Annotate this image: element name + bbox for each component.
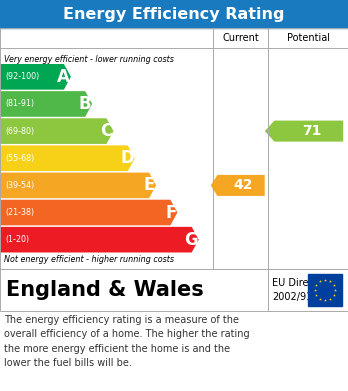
Bar — [0, 0, 348, 28]
Text: England & Wales: England & Wales — [6, 280, 204, 300]
Text: (69-80): (69-80) — [5, 127, 34, 136]
Text: Current: Current — [222, 33, 259, 43]
Text: (1-20): (1-20) — [5, 235, 29, 244]
Text: (81-91): (81-91) — [5, 99, 34, 108]
Text: (39-54): (39-54) — [5, 181, 34, 190]
Polygon shape — [0, 227, 199, 253]
Text: B: B — [79, 95, 91, 113]
Bar — [0, 269, 348, 311]
Polygon shape — [0, 145, 135, 171]
Text: D: D — [120, 149, 134, 167]
Text: F: F — [165, 204, 176, 222]
Bar — [308, 274, 342, 306]
Text: 42: 42 — [234, 178, 253, 192]
Polygon shape — [0, 200, 177, 225]
Text: Energy Efficiency Rating: Energy Efficiency Rating — [63, 7, 285, 22]
Polygon shape — [0, 172, 156, 198]
Text: The energy efficiency rating is a measure of the
overall efficiency of a home. T: The energy efficiency rating is a measur… — [4, 315, 250, 368]
Text: 71: 71 — [302, 124, 322, 138]
Text: 2002/91/EC: 2002/91/EC — [272, 292, 329, 302]
Text: G: G — [184, 231, 198, 249]
Polygon shape — [0, 118, 113, 144]
Polygon shape — [0, 91, 92, 117]
Text: Very energy efficient - lower running costs: Very energy efficient - lower running co… — [4, 54, 174, 63]
Text: E: E — [144, 176, 155, 194]
Text: Not energy efficient - higher running costs: Not energy efficient - higher running co… — [4, 255, 174, 264]
Bar — [0, 28, 348, 269]
Text: EU Directive: EU Directive — [272, 278, 332, 288]
Text: (55-68): (55-68) — [5, 154, 34, 163]
Polygon shape — [211, 175, 265, 196]
Text: (21-38): (21-38) — [5, 208, 34, 217]
Bar — [0, 269, 348, 311]
Text: (92-100): (92-100) — [5, 72, 39, 81]
Polygon shape — [0, 64, 71, 90]
Text: A: A — [57, 68, 70, 86]
Text: C: C — [100, 122, 112, 140]
Polygon shape — [265, 120, 343, 142]
Text: Potential: Potential — [286, 33, 330, 43]
